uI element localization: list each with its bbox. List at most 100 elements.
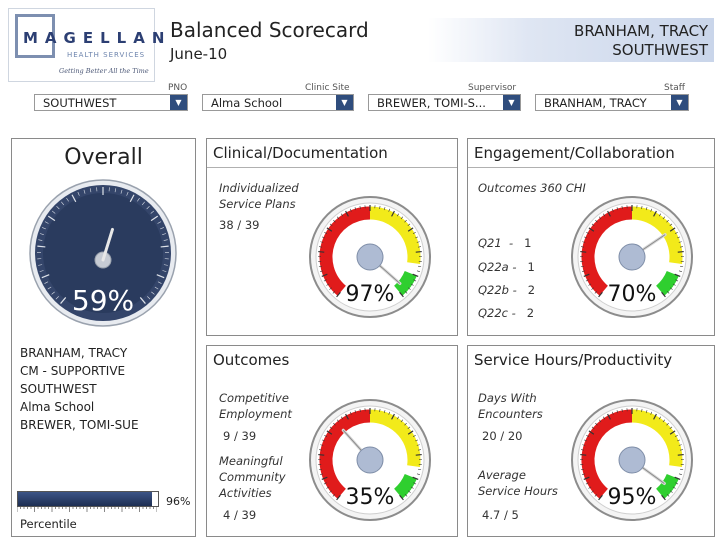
gauge-tick [340, 213, 344, 217]
gauge-tick [329, 287, 333, 290]
gauge-tick [383, 207, 386, 211]
gauge-tick [674, 476, 681, 481]
gauge-tick [336, 494, 341, 501]
gauge-tick [616, 410, 619, 414]
gauge-tick [319, 246, 323, 248]
gauge-yellow-zone [369, 206, 421, 265]
gauge-tick [680, 265, 684, 268]
service-gauge: 95% [571, 399, 693, 521]
overall-tick [44, 221, 49, 224]
gauge-tick [354, 410, 357, 414]
overall-tick [61, 201, 65, 206]
gauge-tick [418, 468, 422, 471]
service-m1-line2: Encounters [478, 407, 543, 421]
chevron-down-icon[interactable]: ▼ [671, 95, 688, 110]
gauge-tick [662, 216, 666, 220]
gauge-tick [585, 279, 589, 282]
gauge-tick [345, 413, 349, 420]
row-sep: - [512, 260, 517, 274]
gauge-tick [669, 223, 673, 226]
logo-frame [15, 14, 55, 58]
gauge-tick [415, 439, 419, 442]
row-sep: - [512, 283, 517, 297]
gauge-tick [672, 283, 676, 286]
gauge-tick [320, 270, 324, 272]
gauge-tick [400, 419, 404, 423]
gauge-tick [581, 449, 585, 451]
row-value: 1 [524, 236, 532, 250]
outcomes-title: Outcomes [213, 351, 290, 369]
gauge-tick [677, 453, 684, 456]
gauge-tick [340, 416, 344, 420]
gauge-tick [678, 473, 682, 475]
pno-dropdown[interactable]: SOUTHWEST ▼ [34, 94, 188, 111]
gauge-tick [666, 494, 670, 497]
overall-tick [38, 239, 43, 241]
staff-dropdown[interactable]: BRANHAM, TRACY ▼ [535, 94, 689, 111]
engagement-row: Q22c - 2 [478, 306, 534, 320]
chevron-down-icon[interactable]: ▼ [170, 95, 187, 110]
overall-tick [51, 291, 55, 295]
gauge-tick [318, 250, 325, 253]
gauge-tick [410, 283, 414, 286]
overall-info: BRANHAM, TRACY CM - SUPPORTIVE SOUTHWEST… [20, 344, 139, 434]
gauge-tick [598, 494, 603, 501]
gauge-tick [404, 422, 407, 426]
gauge-tick [336, 216, 340, 220]
gauge-tick [379, 205, 381, 209]
gauge-tick [678, 241, 682, 243]
gauge-tick [679, 246, 683, 248]
clinic-dropdown[interactable]: Alma School ▼ [202, 94, 354, 111]
gauge-tick [412, 232, 416, 234]
chevron-down-icon[interactable]: ▼ [336, 95, 353, 110]
gauge-tick [400, 216, 404, 220]
gauge-tick [588, 283, 592, 286]
engagement-row: Q21 - 1 [478, 236, 531, 250]
gauge-tick [582, 241, 586, 243]
chevron-down-icon[interactable]: ▼ [503, 95, 520, 110]
gauge-tick [677, 236, 681, 239]
gauge-tick [580, 468, 584, 471]
overall-tick [39, 270, 44, 272]
gauge-tick [602, 213, 606, 217]
gauge-tick [586, 232, 590, 234]
gauge-tick [396, 213, 400, 217]
gauge-tick [320, 241, 324, 243]
gauge-red-zone [581, 409, 633, 499]
gauge-tick [415, 236, 419, 239]
overall-needle [101, 227, 114, 262]
overall-tick [163, 239, 168, 241]
gauge-tick [591, 490, 595, 493]
gauge-hub [618, 243, 646, 271]
staff-label: Staff [664, 83, 685, 93]
gauge-tick [323, 482, 327, 485]
info-role: CM - SUPPORTIVE [20, 364, 126, 378]
logo-tagline: Getting Better All the Time [59, 67, 149, 75]
gauge-tick [588, 227, 595, 232]
clinical-title: Clinical/Documentation [207, 139, 457, 168]
gauge-tick [383, 410, 386, 414]
gauge-tick [669, 490, 673, 493]
gauge-tick [666, 422, 669, 426]
overall-tick [47, 286, 52, 290]
gauge-tick [669, 430, 676, 435]
gauge-tick [407, 490, 411, 493]
gauge-tick [407, 426, 411, 429]
overall-tick [141, 201, 145, 206]
gauge-tick [326, 227, 333, 232]
gauge-tick [416, 473, 420, 475]
gauge-tick [611, 411, 614, 415]
engagement-metric-label: Outcomes 360 CHI [478, 181, 586, 195]
overall-tick [163, 264, 168, 266]
gauge-tick [333, 422, 336, 426]
gauge-percent: 70% [608, 282, 657, 307]
gauge-tick [412, 476, 419, 481]
overall-tick [139, 297, 146, 304]
gauge-tick [677, 250, 684, 253]
gauge-tick [607, 210, 611, 217]
gauge-tick [329, 223, 333, 226]
gauge-tick [616, 207, 619, 211]
row-sep: - [511, 306, 516, 320]
gauge-tick [669, 426, 673, 429]
supervisor-dropdown[interactable]: BREWER, TOMI-S... ▼ [368, 94, 521, 111]
